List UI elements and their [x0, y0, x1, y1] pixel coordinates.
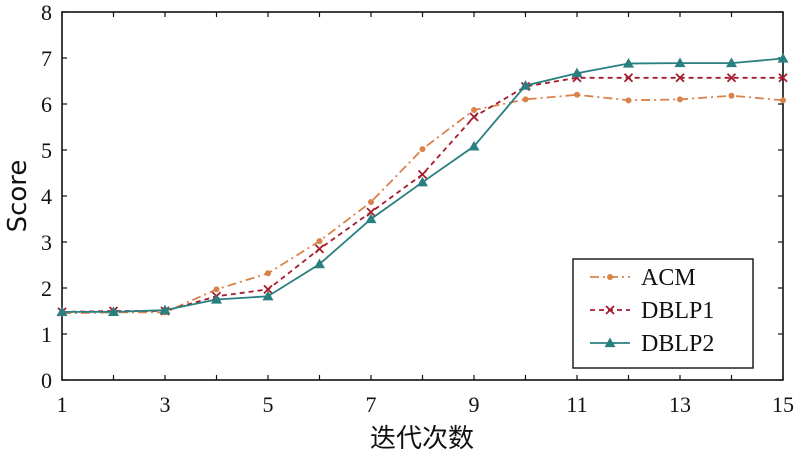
y-tick-label: 3: [41, 230, 52, 255]
data-point: [728, 92, 735, 99]
data-point: [780, 97, 786, 104]
legend-label: ACM: [641, 265, 696, 291]
x-tick-label: 3: [160, 392, 171, 417]
data-point: [675, 73, 685, 83]
data-point: [726, 73, 737, 83]
x-tick-label: 11: [566, 392, 587, 417]
data-point: [625, 97, 632, 104]
x-tick-label: 15: [772, 392, 794, 417]
data-point: [623, 73, 634, 83]
data-point: [108, 306, 119, 317]
x-tick-label: 1: [57, 392, 68, 417]
y-tick-label: 7: [41, 46, 52, 71]
data-point: [778, 73, 788, 83]
x-tick-label: 7: [366, 392, 377, 417]
x-axis-title: 迭代次数: [370, 424, 474, 454]
y-tick-label: 5: [41, 138, 52, 163]
y-tick-label: 6: [41, 92, 52, 117]
series-dblp2: [56, 52, 789, 317]
data-point: [574, 91, 580, 98]
data-point: [366, 207, 376, 217]
legend: ACM DBLP1 DBLP2: [572, 258, 754, 369]
data-point: [674, 57, 686, 68]
data-point: [316, 238, 323, 245]
data-point: [469, 112, 479, 122]
legend-label: DBLP1: [641, 298, 714, 324]
data-point: [520, 80, 531, 90]
x-tick-label: 13: [669, 392, 691, 417]
data-point: [211, 294, 222, 304]
x-tick-label: 5: [263, 392, 274, 417]
y-tick-label: 8: [41, 0, 52, 25]
legend-label: DBLP2: [641, 331, 714, 357]
data-point: [471, 106, 477, 113]
data-point: [468, 140, 480, 151]
y-tick-label: 1: [41, 322, 52, 347]
data-point: [677, 96, 683, 103]
y-tick-label: 2: [41, 276, 52, 301]
data-point: [314, 244, 325, 254]
y-tick-label: 4: [41, 184, 52, 209]
data-point: [522, 96, 529, 103]
data-point: [777, 52, 789, 63]
data-point: [263, 284, 273, 295]
data-point: [419, 146, 426, 153]
legend-marker: [605, 305, 615, 315]
y-axis-title: Score: [3, 160, 33, 233]
data-point: [726, 57, 737, 68]
y-tick-label: 0: [41, 368, 52, 393]
data-point: [417, 169, 428, 180]
x-tick-label: 9: [469, 392, 480, 417]
data-point: [265, 270, 271, 277]
data-point: [314, 258, 325, 269]
legend-marker: [607, 274, 613, 280]
data-point: [56, 306, 68, 317]
data-point: [571, 67, 583, 78]
data-point: [159, 304, 171, 315]
data-point: [623, 58, 634, 68]
data-point: [213, 286, 220, 293]
data-point: [365, 213, 377, 224]
data-point: [417, 176, 428, 187]
series-layer: [56, 52, 789, 317]
legend-marker: [604, 337, 616, 348]
data-point: [262, 290, 274, 301]
data-point: [368, 198, 374, 205]
